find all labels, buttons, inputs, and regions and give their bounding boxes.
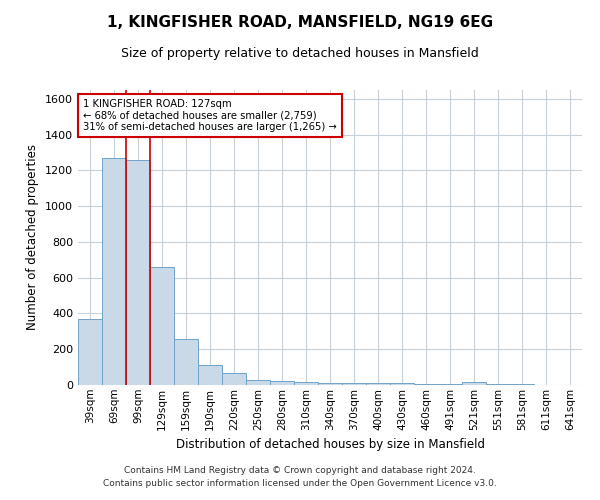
Text: 1, KINGFISHER ROAD, MANSFIELD, NG19 6EG: 1, KINGFISHER ROAD, MANSFIELD, NG19 6EG <box>107 15 493 30</box>
Text: 1 KINGFISHER ROAD: 127sqm
← 68% of detached houses are smaller (2,759)
31% of se: 1 KINGFISHER ROAD: 127sqm ← 68% of detac… <box>83 99 337 132</box>
Bar <box>78 319 102 385</box>
Text: Contains HM Land Registry data © Crown copyright and database right 2024.
Contai: Contains HM Land Registry data © Crown c… <box>103 466 497 487</box>
Y-axis label: Number of detached properties: Number of detached properties <box>26 144 40 330</box>
Bar <box>462 382 486 385</box>
Bar <box>366 383 390 385</box>
Bar <box>102 158 126 385</box>
Bar <box>390 383 414 385</box>
Bar <box>246 380 270 385</box>
Bar <box>486 384 510 385</box>
Bar <box>174 338 198 385</box>
Bar <box>126 160 150 385</box>
Bar <box>318 383 342 385</box>
X-axis label: Distribution of detached houses by size in Mansfield: Distribution of detached houses by size … <box>176 438 485 451</box>
Bar <box>150 267 174 385</box>
Bar <box>438 384 462 385</box>
Bar <box>270 382 294 385</box>
Bar <box>294 382 318 385</box>
Bar <box>198 366 222 385</box>
Text: Size of property relative to detached houses in Mansfield: Size of property relative to detached ho… <box>121 48 479 60</box>
Bar <box>222 374 246 385</box>
Bar <box>510 384 534 385</box>
Bar <box>414 384 438 385</box>
Bar <box>342 383 366 385</box>
